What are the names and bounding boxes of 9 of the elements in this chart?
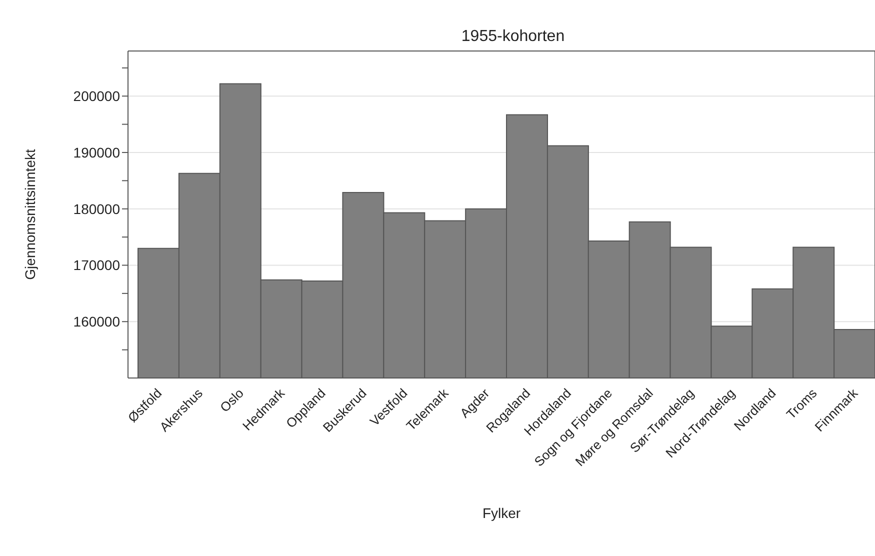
y-tick-label: 160000 xyxy=(73,314,120,330)
y-tick-label: 190000 xyxy=(73,144,120,160)
y-tick-label: 170000 xyxy=(73,257,120,274)
y-tick-label: 200000 xyxy=(73,88,120,104)
y-tick-label: 180000 xyxy=(73,200,120,217)
y-axis-title: Gjennomsnittsinntekt xyxy=(22,149,38,280)
x-axis-title: Fylker xyxy=(482,505,521,521)
chart-title: 1955-kohorten xyxy=(460,28,566,46)
x-tick-label: Oslo xyxy=(216,386,246,416)
